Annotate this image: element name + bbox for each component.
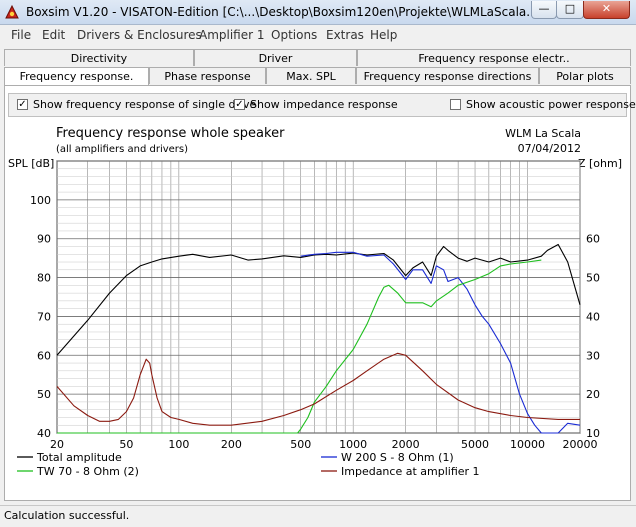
tw70-line	[57, 259, 542, 434]
x-tick-label: 1000	[339, 438, 367, 451]
menu-edit[interactable]: Edit	[42, 28, 66, 42]
x-tick-label: 200	[221, 438, 242, 451]
y2-tick-label: 50	[586, 272, 600, 285]
acoustic-power-checkbox[interactable]	[450, 99, 461, 110]
tab-frequency-response-electr[interactable]: Frequency response electr..	[357, 49, 631, 66]
legend-label: Impedance at amplifier 1	[341, 465, 480, 478]
tab-polar-plots[interactable]: Polar plots	[539, 67, 631, 84]
legend-label: TW 70 - 8 Ohm (2)	[36, 465, 139, 478]
frequency-response-chart[interactable]: Frequency response whole speaker (all am…	[5, 119, 625, 499]
close-button[interactable]: ✕	[583, 1, 630, 19]
y-tick-label: 90	[37, 233, 51, 246]
menu-options[interactable]: Options	[271, 28, 318, 42]
x-tick-label: 50	[119, 438, 133, 451]
y-tick-label: 40	[37, 427, 51, 440]
tab-frequency-response[interactable]: Frequency response.	[4, 67, 149, 86]
y-tick-label: 60	[37, 349, 51, 362]
menu-amplifier-1[interactable]: Amplifier 1	[199, 28, 265, 42]
maximize-button[interactable]: □	[556, 1, 584, 19]
menu-bar: File Edit Drivers & Enclosures Amplifier…	[0, 25, 636, 45]
x-tick-label: 20000	[563, 438, 598, 451]
menu-drivers-enclosures[interactable]: Drivers & Enclosures	[77, 28, 202, 42]
x-tick-label: 100	[168, 438, 189, 451]
single-drive-checkbox[interactable]: ✓	[17, 99, 28, 110]
tab-frequency-response-directions[interactable]: Frequency response directions	[356, 67, 539, 84]
x-tick-label: 20	[50, 438, 64, 451]
tab-max-spl[interactable]: Max. SPL	[266, 67, 356, 84]
menu-file[interactable]: File	[11, 28, 32, 42]
y-tick-label: 80	[37, 272, 51, 285]
minimize-button[interactable]: —	[531, 1, 557, 19]
x-tick-label: 2000	[392, 438, 420, 451]
impedance-checkbox[interactable]: ✓	[234, 99, 245, 110]
impedance-label[interactable]: Show impedance response	[250, 98, 398, 111]
menu-extras[interactable]: Extras	[326, 28, 364, 42]
chart-date: 07/04/2012	[518, 142, 581, 155]
tab-phase-response[interactable]: Phase response	[149, 67, 266, 84]
x-tick-label: 500	[290, 438, 311, 451]
project-name: WLM La Scala	[505, 127, 581, 140]
chart-subtitle: (all amplifiers and drivers)	[56, 144, 188, 155]
legend-label: Total amplitude	[36, 451, 122, 464]
boxsim-logo-icon	[5, 5, 19, 19]
total-amplitude-line	[56, 243, 581, 356]
y-tick-label: 50	[37, 388, 51, 401]
y-axis-label: SPL [dB]	[8, 157, 54, 170]
x-tick-label: 10000	[510, 438, 545, 451]
y-tick-label: 100	[30, 194, 51, 207]
y2-axis-label: Z [ohm]	[578, 157, 622, 170]
plot-frame	[56, 160, 581, 434]
single-drive-label[interactable]: Show frequency response of single drive	[33, 98, 257, 111]
tab-directivity[interactable]: Directivity	[4, 49, 194, 66]
y2-tick-label: 40	[586, 310, 600, 323]
y-tick-label: 70	[37, 310, 51, 323]
impedance-line	[56, 352, 580, 426]
title-bar[interactable]: Boxsim V1.20 - VISATON-Edition [C:\...\D…	[0, 0, 636, 25]
chart-title: Frequency response whole speaker	[56, 126, 285, 141]
y2-tick-label: 60	[586, 233, 600, 246]
w200-line	[300, 251, 581, 434]
status-text: Calculation successful.	[4, 509, 130, 522]
status-bar: Calculation successful.	[0, 505, 636, 527]
legend-label: W 200 S - 8 Ohm (1)	[341, 451, 454, 464]
menu-help[interactable]: Help	[370, 28, 398, 42]
x-tick-label: 5000	[461, 438, 489, 451]
y2-tick-label: 10	[586, 427, 600, 440]
options-bar: ✓ Show frequency response of single driv…	[8, 93, 636, 117]
y2-tick-label: 30	[586, 349, 600, 362]
window-title: Boxsim V1.20 - VISATON-Edition [C:\...\D…	[26, 5, 554, 19]
y2-tick-label: 20	[586, 388, 600, 401]
acoustic-power-label[interactable]: Show acoustic power response	[466, 98, 636, 111]
tab-driver[interactable]: Driver	[194, 49, 357, 66]
